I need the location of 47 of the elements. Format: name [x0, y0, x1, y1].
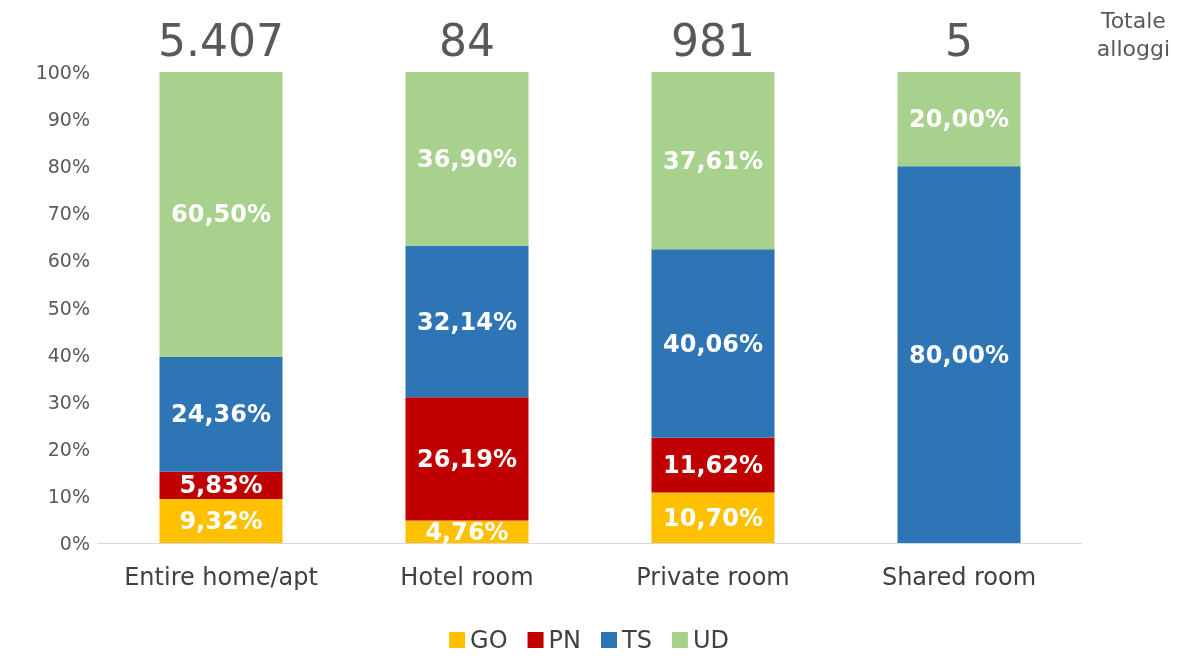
- data-label: 11,62%: [663, 451, 763, 480]
- text: Totale alloggi: [1096, 7, 1171, 61]
- annotation: 981: [671, 14, 755, 66]
- data-label: 4,76%: [425, 517, 509, 546]
- bar: [897, 72, 1021, 167]
- y-tick-label: 10%: [47, 484, 90, 507]
- data-label: 37,61%: [663, 146, 763, 175]
- x-tick-label: Entire home/apt: [124, 563, 318, 591]
- annotation: 5.407: [158, 14, 284, 66]
- data-label: 20,00%: [909, 105, 1009, 134]
- data-label: 26,19%: [417, 444, 517, 473]
- y-tick-label: 90%: [47, 108, 90, 131]
- bar: [159, 356, 283, 472]
- data-label: 24,36%: [171, 400, 271, 429]
- y-tick-label: 20%: [47, 437, 90, 460]
- data-label: 10,70%: [663, 503, 763, 532]
- bar: [405, 397, 529, 521]
- bar: [159, 72, 283, 357]
- y-tick-label: 60%: [47, 249, 90, 272]
- bar: [405, 245, 529, 398]
- data-label: 80,00%: [909, 340, 1009, 369]
- bar: [897, 166, 1021, 543]
- legend-label: UD: [692, 626, 729, 654]
- data-label: 5,83%: [179, 471, 263, 500]
- y-tick-label: 80%: [47, 155, 90, 178]
- y-tick-label: 0%: [59, 532, 90, 554]
- y-tick-label: 30%: [47, 390, 90, 413]
- bar: [405, 72, 529, 246]
- y-tick-label: 70%: [47, 202, 90, 225]
- y-tick-label: 40%: [47, 343, 90, 366]
- data-label: 9,32%: [179, 507, 263, 536]
- bar: [651, 249, 775, 438]
- data-label: 40,06%: [663, 329, 763, 358]
- y-tick-label: 100%: [35, 61, 90, 83]
- data-label: 36,90%: [417, 144, 517, 173]
- y-tick-label: 50%: [47, 296, 90, 319]
- data-label: 32,14%: [417, 307, 517, 336]
- annotation: 84: [439, 14, 495, 66]
- legend-label: GO: [470, 626, 508, 654]
- annotation: 5: [945, 14, 973, 66]
- legend-label: TS: [620, 626, 652, 654]
- x-tick-label: Shared room: [881, 563, 1037, 591]
- data-label: 60,50%: [171, 200, 271, 229]
- x-tick-label: Private room: [636, 563, 790, 591]
- legend-label: PN: [548, 626, 581, 654]
- x-tick-label: Hotel room: [400, 563, 534, 591]
- bar: [651, 72, 775, 250]
